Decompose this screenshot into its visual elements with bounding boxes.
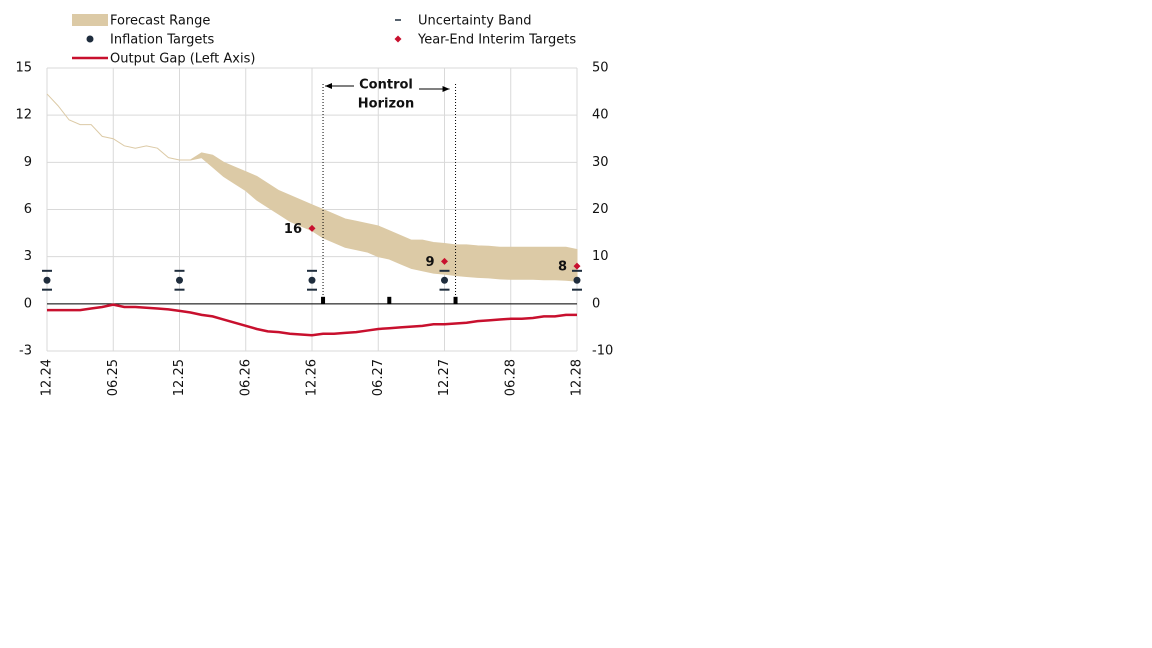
x-tick-label: 12.26: [305, 359, 320, 396]
legend-swatch: [394, 35, 402, 43]
output-gap-line: [47, 303, 577, 337]
legend-label: Year-End Interim Targets: [417, 33, 576, 48]
legend-label: Forecast Range: [110, 14, 210, 29]
inflation-target: [176, 276, 183, 284]
data-label: 16: [284, 222, 302, 237]
inflation-target: [43, 276, 51, 284]
y-tick-label: 15: [15, 61, 32, 76]
legend-label: Uncertainty Band: [418, 14, 531, 29]
y-tick-label: -3: [19, 344, 32, 359]
x-tick-label: 12.25: [172, 359, 187, 396]
horizon-tick: [387, 296, 392, 304]
x-tick-label: 12.27: [437, 359, 452, 396]
horizon-tick: [321, 296, 326, 304]
annotation: Control: [359, 78, 413, 93]
data-label: 8: [558, 260, 567, 275]
data-label: 9: [425, 255, 434, 270]
legend-swatch: [86, 35, 94, 43]
interim-target: [308, 224, 316, 232]
x-tick-label: 12.24: [40, 359, 55, 396]
legend-swatch: [72, 14, 108, 26]
annotation: Horizon: [358, 97, 414, 112]
y2-tick-label: 10: [592, 249, 609, 264]
interim-target: [441, 257, 448, 265]
interim-target: [573, 262, 581, 270]
y2-tick-label: 20: [592, 202, 609, 217]
y-tick-label: 3: [24, 249, 32, 264]
legend-label: Inflation Targets: [110, 33, 214, 48]
y-tick-label: 6: [24, 202, 32, 217]
horizon-tick: [453, 296, 458, 304]
y-tick-label: 0: [24, 296, 32, 311]
inflation-target: [441, 276, 448, 284]
x-tick-label: 06.28: [503, 359, 518, 396]
x-tick-label: 06.26: [238, 359, 253, 396]
x-tick-label: 12.28: [570, 359, 585, 396]
y2-tick-label: 0: [592, 296, 600, 311]
inflation-target: [308, 276, 316, 284]
y2-tick-label: 30: [592, 155, 609, 170]
y-tick-label: 9: [24, 155, 32, 170]
y2-tick-label: -10: [592, 344, 613, 359]
x-tick-label: 06.27: [371, 359, 386, 396]
legend-label: Output Gap (Left Axis): [110, 52, 255, 67]
inflation-target: [573, 276, 581, 284]
y2-tick-label: 50: [592, 61, 609, 76]
x-tick-label: 06.25: [106, 359, 121, 396]
y2-tick-label: 40: [592, 108, 609, 123]
y-tick-label: 12: [15, 108, 32, 123]
